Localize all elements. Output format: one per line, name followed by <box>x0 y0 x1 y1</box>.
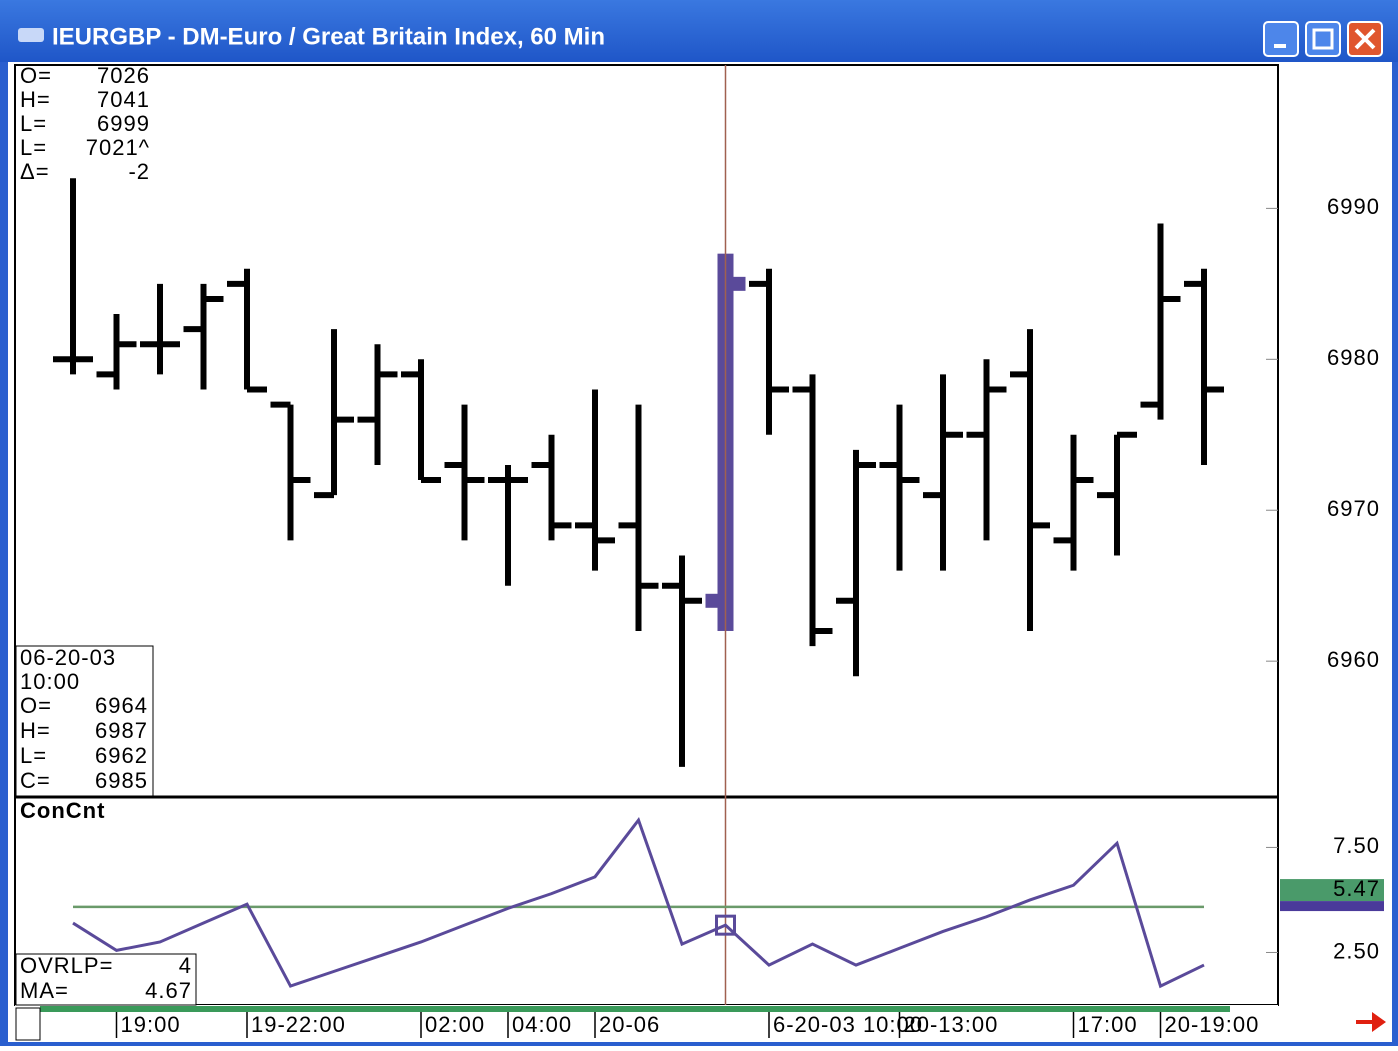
minimize-button[interactable] <box>1263 21 1299 57</box>
cursor-value: 6964 <box>95 693 148 718</box>
quote-label: O= <box>20 63 52 88</box>
minimize-icon <box>1274 44 1286 48</box>
x-tick-label: 20-06 <box>599 1012 660 1037</box>
x-tick-label: 19:00 <box>121 1012 181 1037</box>
y-tick-label: 7.50 <box>1333 833 1380 858</box>
cursor-label: H= <box>20 718 51 743</box>
current-value-box <box>1280 879 1384 902</box>
x-tick-label: 04:00 <box>512 1012 572 1037</box>
close-tick <box>731 276 746 291</box>
quote-label: H= <box>20 87 51 112</box>
indicator-title: ConCnt <box>20 798 105 823</box>
cursor-date: 06-20-03 <box>20 645 116 670</box>
quote-label: L= <box>20 135 47 160</box>
x-tick-label: 19-22:00 <box>251 1012 346 1037</box>
scroll-right-arrow[interactable] <box>1356 1012 1386 1032</box>
ovrlp-value: 4 <box>179 953 192 978</box>
ma-label: MA= <box>20 978 69 1003</box>
y-tick-label: 2.50 <box>1333 938 1380 963</box>
cursor-value: 6987 <box>95 718 148 743</box>
x-tick-label: 6-20-03 10:00 <box>773 1012 923 1037</box>
ovrlp-label: OVRLP= <box>20 953 113 978</box>
maximize-button[interactable] <box>1305 21 1341 57</box>
y-tick-label: 6980 <box>1327 345 1380 370</box>
cursor-box <box>15 645 154 797</box>
close-icon <box>1354 28 1376 50</box>
ma-value: 4.67 <box>145 978 192 1003</box>
time-scroll <box>40 1006 1230 1012</box>
cursor-marker <box>715 914 736 936</box>
cursor-time: 10:00 <box>20 669 80 694</box>
quote-label: Δ= <box>20 159 50 184</box>
cursor-value: 6962 <box>95 743 148 768</box>
indicator-line <box>72 816 1205 989</box>
quote-label: L= <box>20 111 47 136</box>
quote-value: 6999 <box>97 111 150 136</box>
cursor-label: L= <box>20 743 47 768</box>
quote-value: 7026 <box>97 63 150 88</box>
x-tick-label: 17:00 <box>1078 1012 1138 1037</box>
quote-value: 7041 <box>97 87 150 112</box>
y-tick-label: 6970 <box>1327 496 1380 521</box>
cursor-label: O= <box>20 693 52 718</box>
open-tick <box>705 593 720 608</box>
x-tick-label: 20-19:00 <box>1165 1012 1260 1037</box>
y-tick-label: 6960 <box>1327 647 1380 672</box>
app-icon <box>18 28 44 42</box>
cursor-value: 6985 <box>95 768 148 793</box>
y-tick-label: 6990 <box>1327 194 1380 219</box>
scroll-box[interactable] <box>15 1007 41 1041</box>
maximize-icon <box>1312 28 1334 50</box>
plot-area <box>14 64 1279 1006</box>
window-title: IEURGBP - DM-Euro / Great Britain Index,… <box>52 23 605 50</box>
stats-box <box>15 953 197 1006</box>
current-value-label: 5.47 <box>1333 876 1380 901</box>
x-tick-label: 20-13:00 <box>904 1012 999 1037</box>
quote-value: 7021^ <box>86 135 150 160</box>
cursor-label: C= <box>20 768 51 793</box>
quote-value: -2 <box>128 159 150 184</box>
current-ma-box <box>1280 901 1384 912</box>
title-bar <box>0 0 1398 62</box>
x-tick-label: 02:00 <box>425 1012 485 1037</box>
